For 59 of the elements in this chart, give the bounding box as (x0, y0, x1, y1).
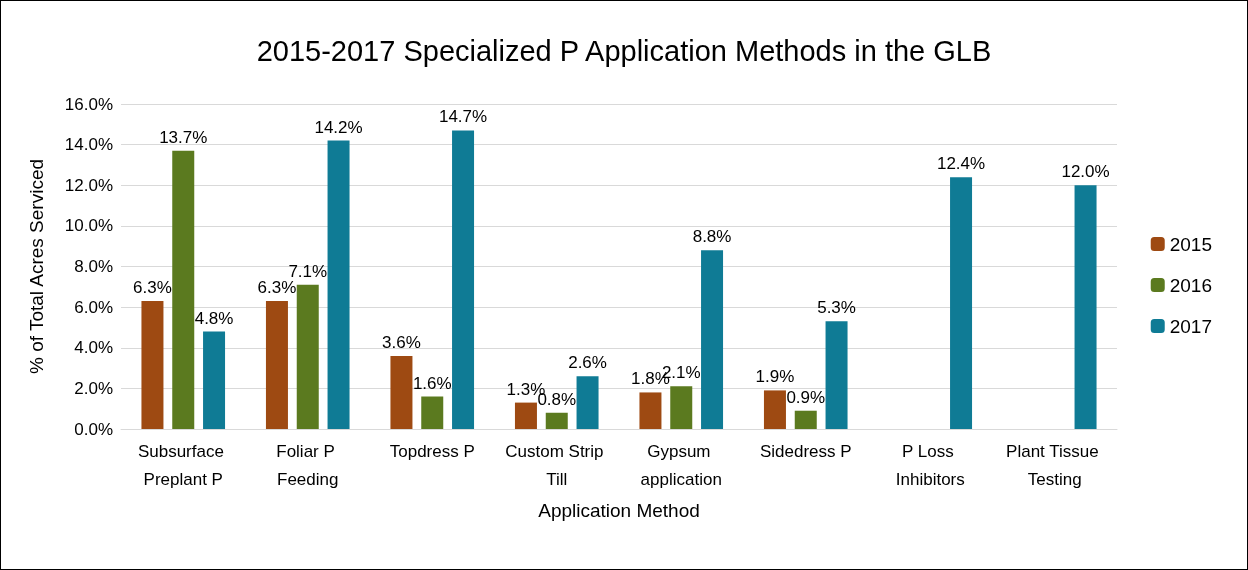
bar (825, 321, 848, 429)
y-tick-label: 2.0% (74, 378, 113, 398)
x-tick-label: Subsurface Preplant P (137, 441, 229, 489)
data-label: 12.4% (936, 154, 986, 174)
y-tick-label: 14.0% (64, 135, 113, 155)
y-tick-label: 12.0% (64, 175, 113, 195)
bar (452, 130, 475, 429)
data-label: 7.1% (288, 261, 328, 281)
bar (639, 392, 662, 429)
bar (950, 177, 973, 429)
bar (701, 250, 724, 429)
bar (763, 390, 786, 429)
legend-label: 2017 (1169, 315, 1213, 337)
x-tick-label: Topdress P (389, 441, 475, 461)
bar (545, 412, 568, 429)
x-tick-label: P Loss Inhibitors (895, 441, 965, 489)
x-tick-label: Plant Tissue Testing (1006, 441, 1104, 489)
data-label: 8.8% (692, 227, 732, 247)
y-axis-title: % of Total Acres Serviced (26, 158, 47, 375)
data-label: 5.3% (817, 298, 856, 318)
data-label: 1.9% (755, 367, 795, 387)
x-tick-label: Custom Strip Till (505, 441, 609, 489)
x-tick-label: Sidedress P (759, 441, 852, 461)
data-label: 6.3% (257, 278, 297, 298)
data-label: 14.7% (438, 107, 488, 127)
x-axis-title: Application Method (538, 500, 700, 521)
data-label: 14.2% (314, 117, 363, 137)
y-tick-label: 10.0% (64, 216, 113, 236)
bar (327, 140, 350, 429)
data-label: 3.6% (382, 332, 421, 352)
x-tick-label: Gypsum application (640, 441, 722, 489)
data-label: 0.9% (786, 387, 826, 407)
bar (794, 410, 817, 429)
data-label: 2.6% (568, 353, 607, 373)
data-label: 4.8% (194, 308, 234, 328)
data-label: 1.6% (412, 373, 452, 393)
x-tick-label: Foliar P Feeding (276, 441, 340, 489)
legend-label: 2016 (1169, 274, 1213, 296)
data-label: 12.0% (1061, 162, 1110, 182)
data-label: 6.3% (133, 278, 172, 298)
bar (296, 284, 319, 429)
y-tick-label: 8.0% (74, 257, 113, 276)
bar (203, 331, 226, 429)
bar (421, 396, 444, 429)
legend-label: 2015 (1169, 233, 1213, 255)
y-tick-label: 4.0% (74, 338, 113, 358)
bar (141, 301, 164, 429)
y-tick-label: 6.0% (74, 297, 113, 317)
data-label: 13.7% (159, 127, 208, 147)
bar (265, 301, 288, 429)
bar (514, 402, 537, 429)
bar (1074, 185, 1097, 429)
bar (576, 376, 599, 429)
bar (670, 386, 693, 429)
y-tick-label: 0.0% (74, 419, 113, 439)
y-tick-label: 16.0% (64, 94, 113, 114)
bar (390, 355, 413, 429)
bar (172, 150, 195, 429)
chart-title: 2015-2017 Specialized P Application Methods in the GLB (256, 34, 992, 67)
